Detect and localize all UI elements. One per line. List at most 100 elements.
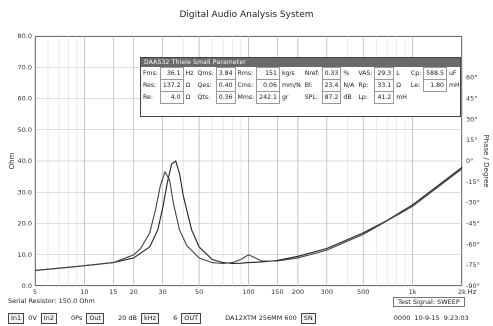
x-tick-label: 10 bbox=[80, 288, 88, 296]
six-label: 6 bbox=[173, 314, 178, 322]
khz-button[interactable]: kHz bbox=[141, 313, 160, 324]
param-unit: gr bbox=[281, 94, 289, 101]
param-label: Le: bbox=[410, 82, 421, 89]
parameter-row: Fms: 36.1 Hz Qms: 3.84 Rms: 151 kg/s Nre… bbox=[141, 67, 462, 80]
y-right-tick-label: 45° bbox=[466, 95, 478, 103]
param-value: 4.0 bbox=[159, 91, 184, 104]
param-value: 0.33 bbox=[321, 67, 342, 80]
in1-button[interactable]: In1 bbox=[8, 313, 25, 324]
device-label: DA12XTM 256MM 600 bbox=[225, 314, 297, 322]
bottom-toolbar: In1 0V In2 0Ps Out 20 dB kHz 6 OUT DA12X… bbox=[0, 313, 493, 324]
y-tick-label: 40.0 bbox=[18, 157, 32, 165]
param-label: Qts: bbox=[197, 94, 211, 101]
param-unit: % bbox=[343, 70, 350, 77]
param-value: 0.06 bbox=[256, 79, 280, 92]
x-tick-label: 100 bbox=[242, 288, 254, 296]
param-unit: uF bbox=[448, 70, 457, 77]
param-label: Lp: bbox=[358, 94, 368, 101]
param-label: VAS: bbox=[358, 70, 373, 77]
x-tick-label: 20 bbox=[130, 288, 138, 296]
param-label: Mms: bbox=[237, 94, 255, 101]
param-value: 33.1 bbox=[374, 79, 395, 92]
param-value: 151 bbox=[256, 67, 280, 80]
param-unit: mH bbox=[448, 82, 460, 89]
param-label: Res: bbox=[143, 82, 157, 89]
param-value: 0.40 bbox=[215, 79, 236, 92]
param-value: 588.5 bbox=[423, 67, 447, 80]
y-right-tick-label: 15° bbox=[466, 136, 478, 144]
param-label: Qes: bbox=[197, 82, 212, 89]
param-unit: mm/N bbox=[281, 82, 301, 89]
ops-label: 0Ps bbox=[70, 314, 83, 322]
parameter-panel-header[interactable]: DAAS32 Thiele Small Parameter bbox=[141, 58, 460, 67]
param-unit: kg/s bbox=[281, 70, 295, 77]
param-empty bbox=[424, 92, 447, 104]
y-right-tick-label: -30° bbox=[466, 199, 480, 207]
x-tick-label: 15 bbox=[109, 288, 117, 296]
y-right-tick-label: 60° bbox=[466, 74, 478, 82]
x-tick-label: 30 bbox=[159, 288, 167, 296]
param-unit: mH bbox=[396, 94, 407, 101]
param-label: Qms: bbox=[197, 70, 214, 77]
y-right-axis-label: Phase / Degree bbox=[482, 134, 490, 187]
param-label: SPL: bbox=[304, 94, 318, 101]
param-unit: L bbox=[396, 70, 400, 77]
param-label: Cp: bbox=[410, 70, 422, 77]
param-value: 87.2 bbox=[321, 91, 342, 104]
y-right-tick-label: -15° bbox=[466, 178, 480, 186]
y-tick-label: 50.0 bbox=[18, 126, 32, 134]
out-button[interactable]: Out bbox=[86, 313, 105, 324]
in2-button[interactable]: In2 bbox=[40, 313, 57, 324]
x-tick-label: 50 bbox=[195, 288, 203, 296]
param-label: Re: bbox=[143, 94, 153, 101]
param-value: 36.1 bbox=[159, 67, 184, 80]
y-tick-label: 20.0 bbox=[18, 220, 32, 228]
param-label: Rms: bbox=[237, 70, 254, 77]
window-title: Digital Audio Analysis System bbox=[179, 10, 314, 20]
param-unit: Ω bbox=[185, 82, 191, 89]
x-tick-label: 1k bbox=[409, 288, 417, 296]
param-label: Rp: bbox=[358, 82, 369, 89]
param-unit: Ω bbox=[185, 94, 191, 101]
param-label: Cms: bbox=[237, 82, 254, 89]
y-tick-label: 60.0 bbox=[18, 95, 32, 103]
y-right-tick-label: -60° bbox=[466, 240, 480, 248]
param-value: 1.80 bbox=[423, 79, 447, 92]
time-label: 9:23:03 bbox=[443, 314, 469, 322]
y-tick-label: 80.0 bbox=[18, 32, 32, 40]
y-tick-label: 10.0 bbox=[18, 251, 32, 259]
impedance-curve-1 bbox=[34, 160, 463, 271]
param-value: 137.2 bbox=[159, 79, 184, 92]
param-label: Fms: bbox=[143, 70, 158, 77]
y-tick-label: 30.0 bbox=[18, 188, 32, 196]
out2-button[interactable]: OUT bbox=[181, 313, 202, 324]
impedance-curve-2 bbox=[34, 168, 463, 271]
param-unit: N/A bbox=[343, 82, 355, 89]
sn-button[interactable]: SN bbox=[300, 313, 316, 324]
zero-volt-label: 0V bbox=[28, 314, 37, 322]
date-label: 10-9-15 bbox=[414, 314, 440, 322]
x-tick-label: 200 bbox=[292, 288, 304, 296]
param-value: 41.2 bbox=[374, 91, 395, 104]
x-tick-label: 5 bbox=[33, 288, 37, 296]
param-value: 242.1 bbox=[256, 91, 280, 104]
x-tick-label: 2k bbox=[458, 288, 466, 296]
param-value: 3.84 bbox=[215, 67, 236, 80]
x-tick-label: 500 bbox=[357, 288, 369, 296]
parameter-row: Re: 4.0 Ω Qts: 0.36 Mms: 242.1 gr SPL: 8… bbox=[141, 91, 462, 104]
param-value: 23.4 bbox=[321, 79, 342, 92]
serial-resistor-label: Serial Resistor: 150.0 Ohm bbox=[8, 297, 95, 305]
param-value: 29.3 bbox=[374, 67, 395, 80]
status-area: Serial Resistor: 150.0 Ohm Test Signal: … bbox=[0, 297, 493, 326]
y-tick-label: 0.0 bbox=[22, 282, 32, 290]
y-axis-label: Ohm bbox=[8, 152, 16, 169]
x-tick-label: 300 bbox=[321, 288, 333, 296]
parameter-row: Res: 137.2 Ω Qes: 0.40 Cms: 0.06 mm/N Bl… bbox=[141, 79, 462, 92]
thiele-small-parameter-panel[interactable]: DAAS32 Thiele Small Parameter Fms: 36.1 … bbox=[140, 57, 461, 117]
y-right-tick-label: 0° bbox=[466, 157, 473, 165]
y-right-tick-label: 30° bbox=[466, 115, 478, 123]
x-axis-label: Hz bbox=[468, 288, 477, 296]
test-signal-indicator[interactable]: Test Signal: SWEEP bbox=[393, 297, 465, 307]
param-unit: dB bbox=[343, 94, 352, 101]
